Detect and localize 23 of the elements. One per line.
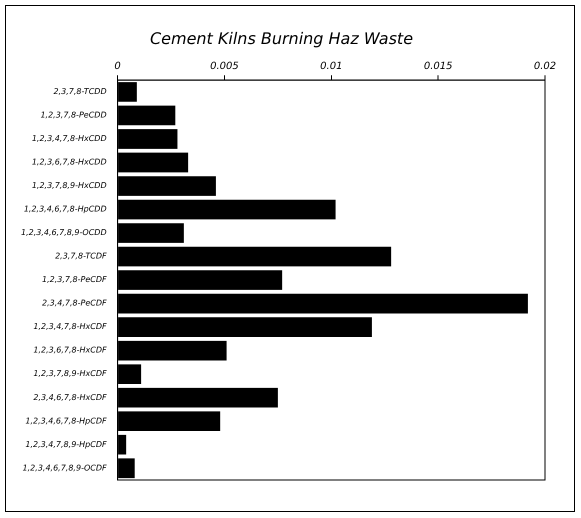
y-tick-label: 1,2,3,7,8-PeCDF (42, 275, 107, 284)
x-tick-label: 0.015 (424, 60, 452, 72)
y-tick-label: 1,2,3,7,8,9-HxCDD (32, 181, 107, 190)
x-tick-label: 0.005 (210, 60, 239, 72)
y-tick-label: 2,3,7,8-TCDD (54, 87, 107, 96)
y-tick-label: 1,2,3,4,7,8,9-HpCDF (25, 440, 108, 449)
x-tick-label: 0.02 (534, 60, 556, 72)
y-tick-label: 1,2,3,7,8,9-HxCDF (33, 369, 107, 378)
y-tick-label: 1,2,3,4,6,7,8-HpCDF (25, 416, 108, 426)
y-tick-label: 1,2,3,6,7,8-HxCDD (32, 158, 107, 167)
y-tick-label: 1,2,3,4,6,7,8,9-OCDD (21, 228, 107, 238)
y-tick-label: 2,3,7,8-TCDF (55, 252, 108, 261)
x-tick-label: 0.01 (320, 60, 342, 72)
y-tick-label: 2,3,4,7,8-PeCDF (42, 298, 107, 308)
chart-title: Cement Kilns Burning Haz Waste (150, 28, 414, 48)
x-tick-label: 0 (114, 60, 121, 72)
y-tick-label: 1,2,3,6,7,8-HxCDF (33, 346, 107, 355)
y-tick-label: 2,3,4,6,7,8-HxCDF (33, 392, 107, 402)
y-tick-label: 1,2,3,4,6,7,8,9-OCDF (22, 463, 107, 472)
y-tick-label: 1,2,3,4,7,8-HxCDF (33, 322, 107, 332)
y-tick-label: 1,2,3,7,8-PeCDD (40, 110, 107, 120)
y-tick-label: 1,2,3,4,6,7,8-HpCDD (24, 204, 107, 214)
y-tick-label: 1,2,3,4,7,8-HxCDD (32, 134, 107, 144)
